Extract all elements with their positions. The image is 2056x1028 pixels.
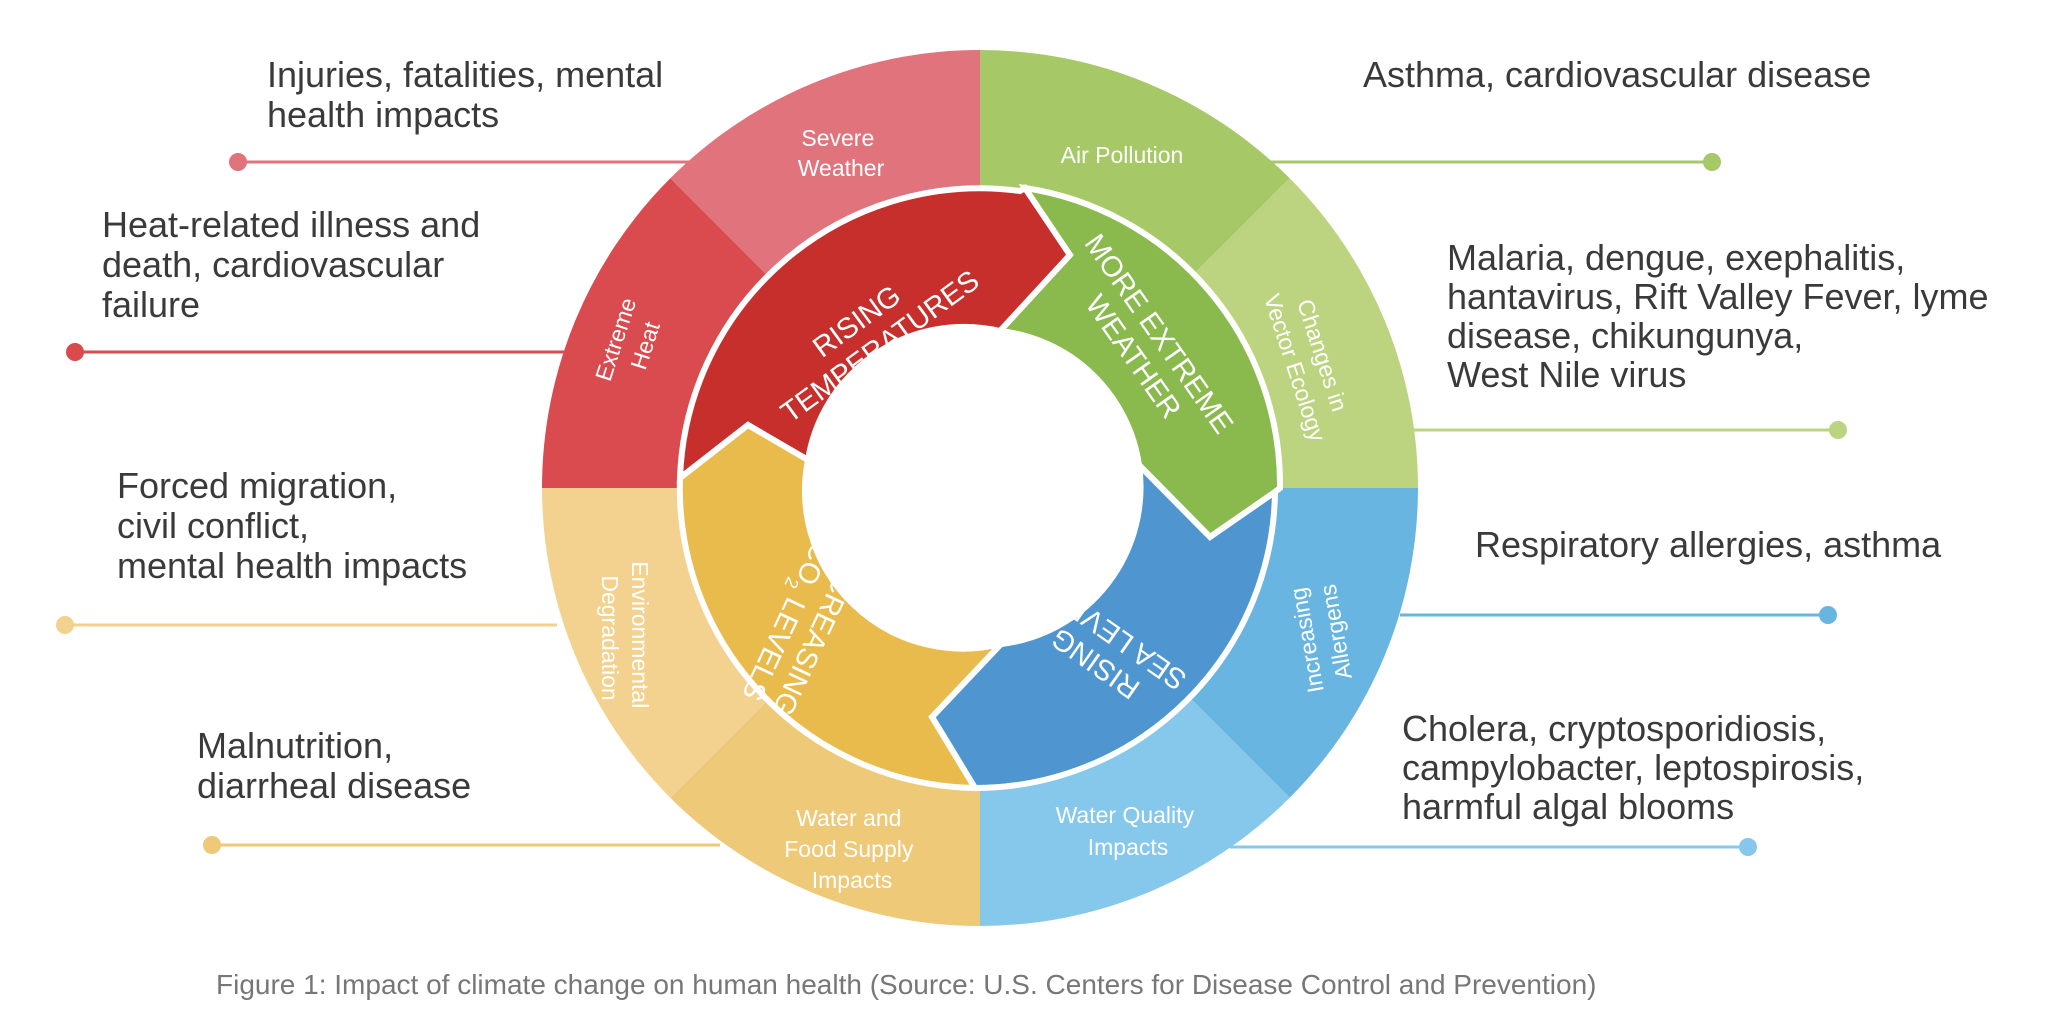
- impact-water-food: Malnutrition, diarrheal disease: [197, 725, 471, 806]
- impact-air-pollution: Asthma, cardiovascular disease: [1363, 54, 1871, 95]
- impact-environmental: Forced migration, civil conflict, mental…: [117, 465, 467, 586]
- dot-air-pollution: [1703, 153, 1721, 171]
- arrow-increasing-co2: [676, 421, 1011, 792]
- dot-severe-weather: [229, 153, 247, 171]
- arrow-more-extreme-weather: [993, 184, 1284, 541]
- impact-water-quality: Cholera, cryptosporidiosis, campylobacte…: [1402, 708, 1874, 827]
- label-air-pollution: Air Pollution: [1061, 142, 1184, 168]
- label-environmental: Environmental Degradation: [597, 561, 653, 714]
- impacts-left: Injuries, fatalities, mental health impa…: [102, 54, 673, 806]
- dot-allergens: [1819, 606, 1837, 624]
- arrow-rising-temperatures: [676, 183, 1074, 485]
- impact-vector-ecology: Malaria, dengue, exephalitis, hantavirus…: [1447, 237, 1999, 395]
- figure-caption: Figure 1: Impact of climate change on hu…: [216, 969, 1596, 1000]
- dot-vector-ecology: [1829, 421, 1847, 439]
- connectors: [65, 160, 1838, 849]
- label-water-quality: Water Quality Impacts: [1056, 802, 1201, 860]
- impacts-right: Asthma, cardiovascular disease Malaria, …: [1363, 54, 1999, 827]
- dot-extreme-heat: [66, 343, 84, 361]
- inner-ring: [676, 183, 1284, 792]
- dot-water-quality: [1739, 838, 1757, 856]
- impact-allergens: Respiratory allergies, asthma: [1475, 524, 1942, 565]
- outer-ring: [542, 50, 1418, 926]
- arrow-rising-sea-levels: [928, 456, 1279, 792]
- dot-environmental: [56, 616, 74, 634]
- connector-dots: [56, 153, 1847, 856]
- label-water-food: Water and Food Supply Impacts: [784, 805, 920, 893]
- dot-water-food: [203, 836, 221, 854]
- impact-severe-weather: Injuries, fatalities, mental health impa…: [267, 54, 673, 135]
- impact-extreme-heat: Heat-related illness and death, cardiova…: [102, 204, 490, 325]
- label-severe-weather: Severe Weather: [798, 125, 885, 181]
